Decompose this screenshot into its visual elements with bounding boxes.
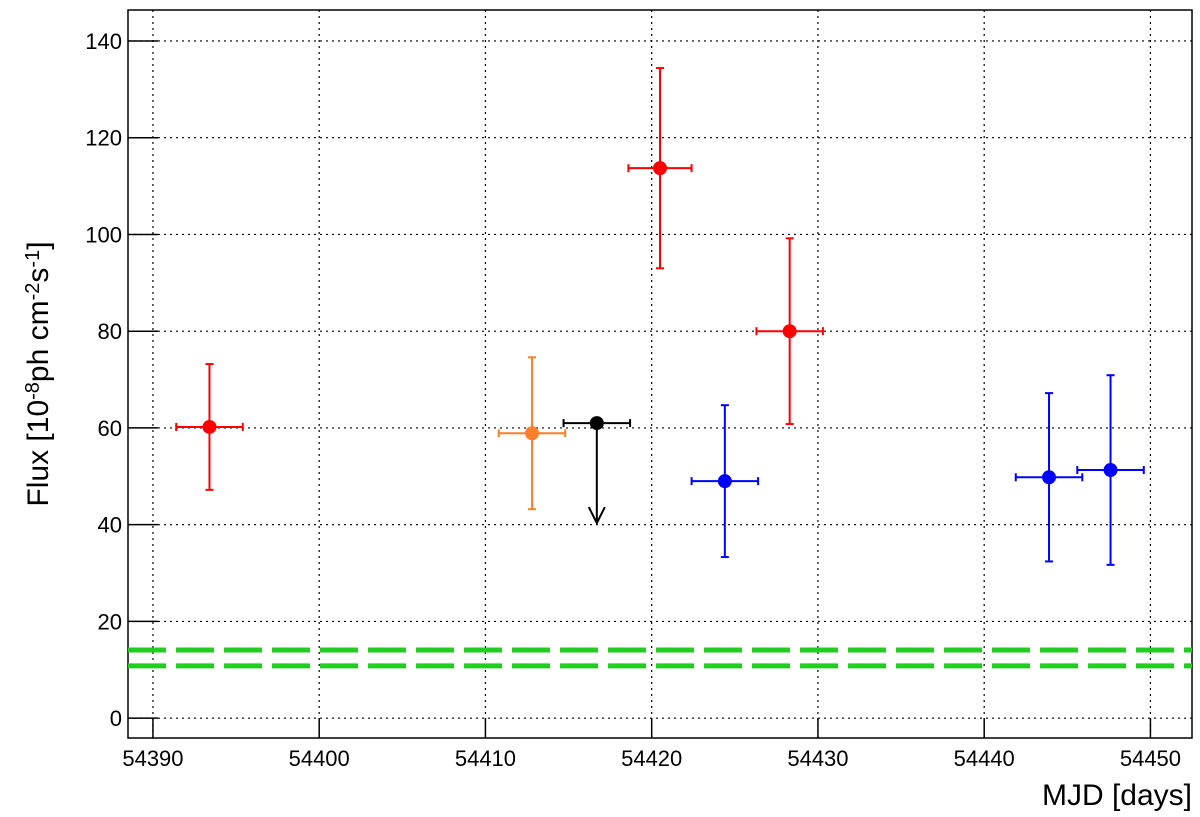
y-tick-label: 100 xyxy=(85,222,122,247)
label-part: s xyxy=(22,268,55,283)
marker xyxy=(1103,463,1118,478)
label-part: ] xyxy=(22,241,55,249)
y-tick-label: 0 xyxy=(110,706,122,731)
marker xyxy=(782,324,797,339)
marker xyxy=(202,419,217,434)
marker xyxy=(653,161,667,176)
label-part: Flux [10 xyxy=(22,400,55,507)
data-point xyxy=(1076,374,1145,566)
data-point xyxy=(755,237,824,426)
y-tick-label: 120 xyxy=(85,126,122,151)
data-point xyxy=(627,67,693,270)
y-tick-label: 20 xyxy=(98,609,122,634)
data-point xyxy=(562,416,632,526)
data-point xyxy=(1014,392,1084,563)
data-point xyxy=(690,404,760,559)
upper-limit-arrow xyxy=(587,423,606,526)
superscript: -2 xyxy=(22,283,44,301)
marker xyxy=(717,474,732,489)
marker xyxy=(589,416,604,431)
y-axis-label: Flux [10-8ph cm-2s-1] xyxy=(22,241,55,506)
x-tick-label: 54440 xyxy=(954,746,1015,771)
x-tick-label: 54450 xyxy=(1120,746,1181,771)
superscript: -8 xyxy=(22,382,44,400)
x-tick-label: 54410 xyxy=(455,746,516,771)
label-part: ph cm xyxy=(22,300,55,382)
superscript: -1 xyxy=(22,250,44,268)
x-axis-label: MJD [days] xyxy=(1042,779,1192,812)
marker xyxy=(524,426,539,441)
x-tick-label: 54390 xyxy=(122,746,183,771)
y-tick-label: 40 xyxy=(98,513,122,538)
y-tick-label: 140 xyxy=(85,29,122,54)
y-tick-label: 60 xyxy=(98,416,122,441)
data-point xyxy=(497,356,567,511)
x-tick-label: 54400 xyxy=(289,746,350,771)
marker xyxy=(1042,470,1057,485)
plot-frame xyxy=(127,9,1193,739)
x-tick-label: 54420 xyxy=(621,746,682,771)
y-tick-label: 80 xyxy=(98,319,122,344)
data-point xyxy=(175,363,244,491)
x-tick-label: 54430 xyxy=(787,746,848,771)
